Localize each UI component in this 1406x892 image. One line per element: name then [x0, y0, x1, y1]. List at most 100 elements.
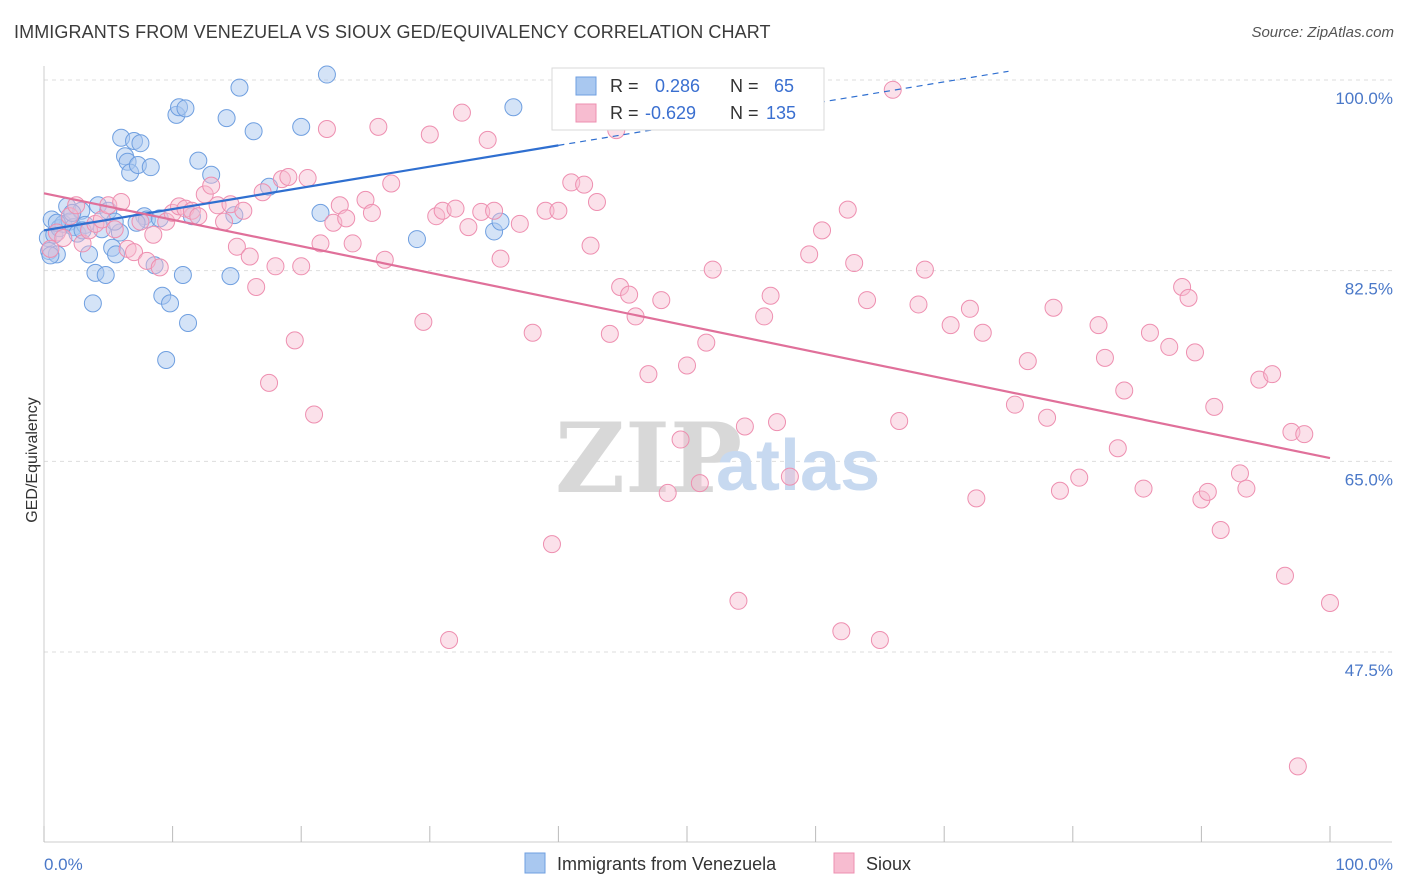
sioux-point: [240, 247, 259, 266]
sioux-point: [54, 228, 73, 247]
grid-lines: [44, 79, 1392, 653]
venezuela-point: [107, 245, 126, 264]
sioux-point: [1070, 468, 1089, 487]
x-tick-label: 100.0%: [1335, 855, 1393, 874]
sioux-point: [41, 239, 60, 258]
venezuela-point: [225, 206, 244, 225]
sioux-point: [343, 234, 362, 253]
sioux-point: [215, 212, 234, 231]
sioux-point: [536, 201, 555, 220]
sioux-point: [581, 236, 600, 255]
sioux-point: [1179, 288, 1198, 307]
legend-swatch-venezuela: [524, 852, 546, 874]
sioux-point: [446, 199, 465, 218]
sioux-point: [1211, 520, 1230, 539]
sioux-point: [317, 120, 336, 139]
venezuela-point: [176, 99, 195, 118]
sioux-point: [697, 333, 716, 352]
series-sioux-points: [41, 80, 1339, 776]
sioux-point: [420, 125, 439, 144]
sioux-point: [189, 207, 208, 226]
chart-title: IMMIGRANTS FROM VENEZUELA VS SIOUX GED/E…: [14, 22, 771, 42]
watermark-zip: ZIP: [555, 402, 742, 515]
venezuela-point: [292, 117, 311, 136]
sioux-point: [1050, 481, 1069, 500]
sioux-point: [1295, 425, 1314, 444]
sioux-point: [858, 291, 877, 310]
venezuela-point: [407, 230, 426, 249]
sioux-point: [658, 483, 677, 502]
venezuela-point: [202, 165, 221, 184]
sioux-point: [227, 237, 246, 256]
sioux-point: [1192, 490, 1211, 509]
sioux-point: [285, 331, 304, 350]
sioux-point: [600, 324, 619, 343]
sioux-point: [690, 474, 709, 493]
y-axis-label: GED/Equivalency: [24, 397, 41, 522]
venezuela-point: [221, 267, 240, 286]
sioux-point: [478, 130, 497, 149]
sioux-point: [780, 467, 799, 486]
legend-r-value: 0.286: [655, 76, 700, 96]
legend-n-label: N =: [730, 103, 759, 123]
sioux-point: [485, 201, 504, 220]
venezuela-point: [96, 266, 115, 285]
sioux-point: [459, 218, 478, 237]
legend-swatch-sioux: [833, 852, 855, 874]
sioux-point: [845, 254, 864, 273]
legend-r-label: R =: [610, 103, 639, 123]
sioux-point: [452, 103, 471, 122]
legend-n-value: 65: [774, 76, 794, 96]
sioux-point: [150, 258, 169, 277]
sioux-point: [523, 323, 542, 342]
trend-lines: [43, 70, 1331, 460]
sioux-point: [1288, 757, 1307, 776]
sioux-point: [967, 489, 986, 508]
sioux-point: [440, 631, 459, 650]
sioux-point: [915, 260, 934, 279]
sioux-point: [1018, 352, 1037, 371]
venezuela-point: [244, 122, 263, 141]
sioux-point: [356, 190, 375, 209]
sioux-point: [298, 169, 317, 188]
legend-swatch-sioux: [575, 103, 597, 123]
sioux-point: [369, 117, 388, 136]
sioux-point: [1005, 395, 1024, 414]
venezuela-point: [311, 203, 330, 222]
sioux-point: [678, 356, 696, 375]
sioux-point: [491, 249, 510, 268]
x-tick-labels: 0.0% 100.0%: [44, 855, 1393, 874]
sioux-point: [202, 176, 221, 195]
sioux-point: [960, 299, 979, 318]
sioux-point: [620, 285, 639, 304]
sioux-point: [755, 307, 774, 326]
sioux-point: [1173, 278, 1192, 297]
venezuela-point: [161, 294, 180, 313]
sioux-point: [105, 220, 124, 239]
sioux-point: [671, 430, 690, 449]
sioux-point: [1044, 298, 1063, 317]
sioux-point: [1275, 566, 1294, 585]
venezuela-point: [179, 313, 198, 332]
venezuela-point: [173, 266, 192, 285]
sioux-point: [1198, 482, 1217, 501]
venezuela-point: [317, 65, 336, 84]
correlation-legend: R = 0.286 N = 65 R = -0.629 N = 135: [551, 67, 825, 131]
venezuela-point: [504, 98, 523, 117]
sioux-point: [1160, 337, 1179, 356]
sioux-point: [729, 591, 748, 610]
sioux-point: [909, 295, 928, 314]
sioux-point: [1205, 397, 1224, 416]
sioux-point: [838, 200, 857, 219]
legend-swatch-venezuela: [575, 76, 597, 96]
sioux-point: [832, 622, 851, 641]
sioux-point: [510, 214, 529, 233]
legend-label-sioux: Sioux: [866, 854, 911, 874]
sioux-point: [611, 278, 630, 297]
sioux-point: [639, 365, 658, 384]
y-tick-label: 47.5%: [1345, 661, 1393, 680]
legend-r-label: R =: [610, 76, 639, 96]
sioux-point: [362, 203, 381, 222]
sioux-point: [1140, 323, 1159, 342]
